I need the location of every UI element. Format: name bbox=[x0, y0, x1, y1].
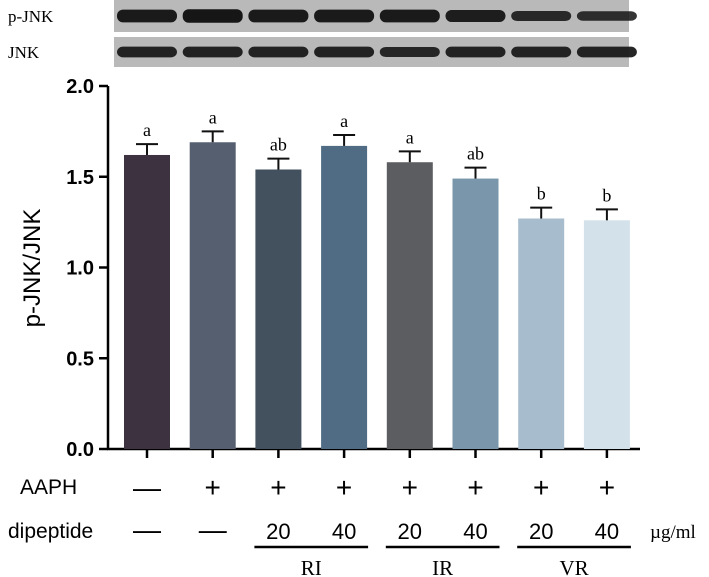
blot-band bbox=[182, 9, 243, 23]
blot-band bbox=[379, 9, 440, 23]
blot-band bbox=[182, 46, 243, 58]
significance-label: ab bbox=[270, 135, 287, 155]
aaph-label: AAPH bbox=[20, 476, 77, 499]
y-tick-label: 2.0 bbox=[66, 76, 94, 98]
dipeptide-value: 20 bbox=[529, 519, 553, 544]
significance-label: a bbox=[340, 111, 348, 131]
group-label: VR bbox=[559, 556, 588, 577]
y-tick-label: 0.0 bbox=[66, 439, 94, 461]
blot-band bbox=[117, 46, 177, 58]
unit-label: µg/ml bbox=[650, 522, 696, 543]
dipeptide-label: dipeptide bbox=[8, 520, 93, 543]
chart-axes: 0.0 0.5 1.0 1.5 2.0 p-JNK/JNK bbox=[19, 76, 640, 461]
significance-label: b bbox=[537, 184, 546, 204]
dipeptide-value: — bbox=[199, 514, 227, 545]
significance-label: b bbox=[602, 185, 611, 205]
dipeptide-value: 40 bbox=[332, 519, 356, 544]
blot-label: p-JNK bbox=[8, 7, 54, 26]
western-blot-panel: p-JNK JNK bbox=[8, 0, 637, 67]
blot-band bbox=[445, 46, 506, 58]
y-axis-title: p-JNK/JNK bbox=[19, 209, 46, 328]
aaph-sign: + bbox=[336, 472, 352, 503]
dipeptide-value: 20 bbox=[398, 519, 422, 544]
significance-label: a bbox=[143, 120, 151, 140]
blot-band bbox=[511, 10, 572, 22]
dipeptide-value: 20 bbox=[266, 519, 290, 544]
aaph-sign: + bbox=[402, 472, 418, 503]
bar bbox=[386, 162, 433, 450]
aaph-sign: + bbox=[270, 472, 286, 503]
blot-band bbox=[445, 9, 506, 23]
significance-label: a bbox=[209, 107, 217, 127]
blot-row: JNK bbox=[8, 37, 637, 67]
group-label: IR bbox=[432, 556, 453, 577]
blot-row: p-JNK bbox=[8, 0, 637, 32]
dipeptide-value: 40 bbox=[595, 519, 619, 544]
bar bbox=[124, 154, 170, 449]
bar bbox=[321, 145, 368, 449]
bar bbox=[255, 169, 302, 450]
dipeptide-value: 40 bbox=[463, 519, 487, 544]
significance-label: ab bbox=[467, 144, 484, 164]
blot-band bbox=[576, 11, 637, 21]
bar bbox=[518, 218, 565, 449]
group-label: RI bbox=[301, 556, 322, 577]
blot-band bbox=[511, 46, 572, 58]
bar bbox=[189, 142, 236, 449]
blot-band bbox=[314, 46, 375, 58]
aaph-sign: — bbox=[133, 472, 161, 503]
blot-band bbox=[117, 9, 177, 23]
dipeptide-value: — bbox=[133, 514, 161, 545]
bar-series: a a ab a a ab b b bbox=[124, 107, 630, 450]
bar bbox=[452, 178, 499, 449]
blot-band bbox=[314, 9, 375, 23]
significance-label: a bbox=[406, 127, 414, 147]
blot-band bbox=[379, 46, 440, 58]
blot-label: JNK bbox=[8, 43, 40, 62]
blot-band bbox=[248, 9, 309, 23]
bar bbox=[583, 220, 630, 449]
blot-band bbox=[248, 46, 309, 58]
aaph-sign: + bbox=[205, 472, 221, 503]
aaph-sign: + bbox=[533, 472, 549, 503]
aaph-sign: + bbox=[467, 472, 483, 503]
y-tick-label: 0.5 bbox=[66, 348, 94, 370]
blot-band bbox=[576, 46, 637, 58]
aaph-sign: + bbox=[599, 472, 615, 503]
condition-table: AAPH dipeptide — + + + + + + + — — 20 40 20 40 20 40 µg/ml… bbox=[8, 472, 696, 577]
y-tick-label: 1.5 bbox=[66, 167, 94, 189]
y-tick-label: 1.0 bbox=[66, 258, 94, 280]
